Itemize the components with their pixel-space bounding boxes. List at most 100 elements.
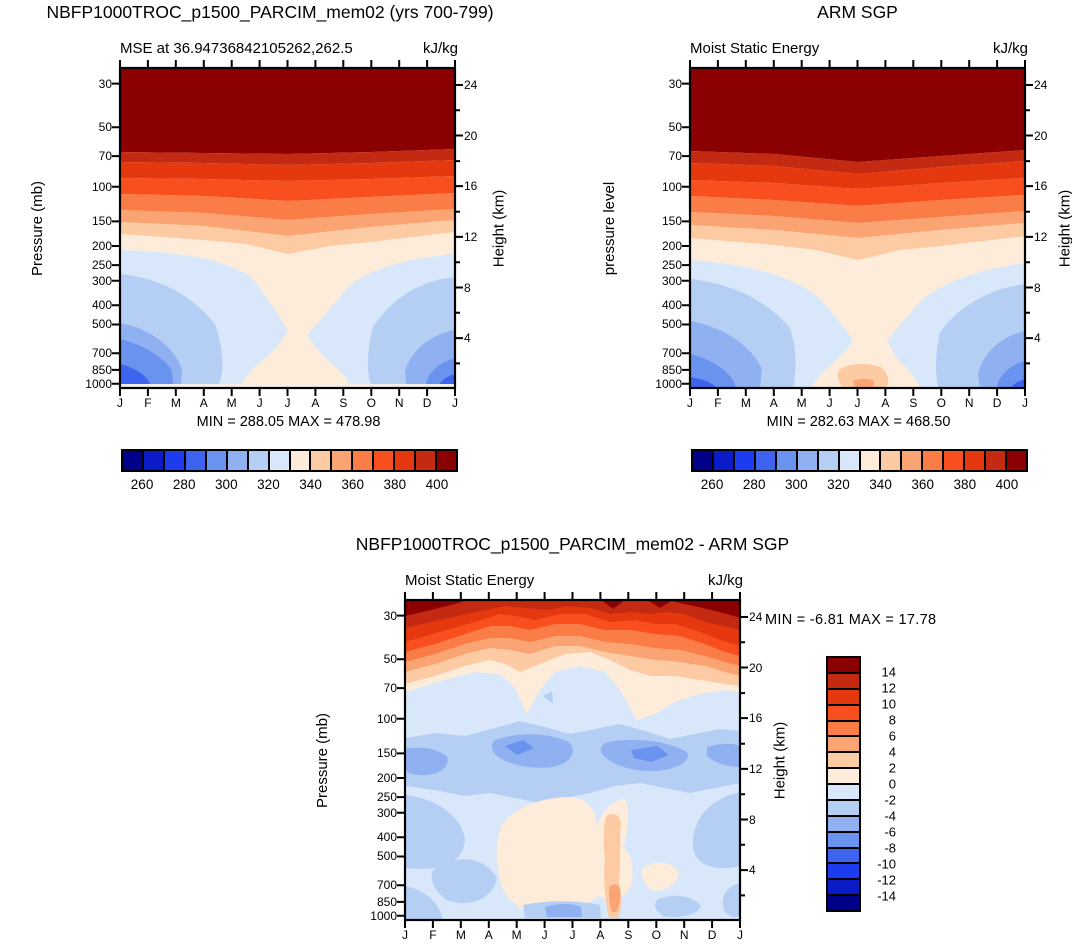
panel1-minmax: MIN = 288.05 MAX = 478.98 xyxy=(196,414,381,430)
contour-band xyxy=(690,354,736,388)
contour-band xyxy=(120,149,455,165)
contour-band xyxy=(496,797,633,918)
month-label: A xyxy=(881,396,890,410)
colorbar-cell xyxy=(902,451,924,470)
colorbar-cell xyxy=(123,451,144,470)
month-label: O xyxy=(651,928,661,942)
colorbar-cell xyxy=(944,451,966,470)
contour-band xyxy=(631,746,669,762)
colorbar-cell xyxy=(353,451,375,470)
pressure-label: 50 xyxy=(383,652,397,667)
colorbar-label: 400 xyxy=(425,477,449,492)
height-minor-ticks xyxy=(455,109,460,365)
colorbar-label: 280 xyxy=(172,477,196,492)
colorbar-cell xyxy=(828,737,859,754)
pressure-label: 50 xyxy=(668,120,682,135)
month-label: S xyxy=(909,396,918,410)
colorbar-cell xyxy=(828,658,859,674)
month-label: S xyxy=(339,396,348,410)
contour-band xyxy=(543,691,553,704)
colorbar-label: 6 xyxy=(888,728,896,744)
height-label: 16 xyxy=(464,179,478,194)
colorbar-label: 8 xyxy=(888,712,896,728)
colorbar-cell xyxy=(332,451,354,470)
pressure-label: 850 xyxy=(91,362,112,377)
colorbar-cell xyxy=(269,451,291,470)
colorbar-cell xyxy=(828,785,859,801)
month-ticks xyxy=(404,592,741,928)
colorbar-label: 340 xyxy=(299,477,322,492)
month-label: M xyxy=(170,396,181,410)
pressure-label: 400 xyxy=(376,830,397,845)
pressure-label: 1000 xyxy=(370,908,397,923)
month-label: A xyxy=(311,396,320,410)
month-label: J xyxy=(1022,396,1028,410)
colorbar-cell xyxy=(693,451,714,470)
pressure-label: 150 xyxy=(376,746,397,761)
contour-band xyxy=(690,223,1025,260)
plot-frame xyxy=(688,66,1027,390)
colorbar-label: 320 xyxy=(257,477,280,492)
height-major-ticks xyxy=(740,616,748,872)
panel3-colorbar xyxy=(826,656,861,912)
contour-band xyxy=(667,600,740,618)
month-ticks xyxy=(119,60,456,396)
panel3-pressure-labels: 30 50 70 100 150 200 250 300 400 500 700 850 1000 xyxy=(363,600,397,923)
contour-band xyxy=(405,600,740,630)
height-label: 8 xyxy=(749,812,756,827)
colorbar-cell xyxy=(828,705,859,722)
pressure-axis-title: Pressure (mb) xyxy=(314,712,332,808)
colorbar-cell xyxy=(828,880,859,897)
colorbar-cell xyxy=(416,451,438,470)
pressure-axis-title: pressure level xyxy=(601,181,619,275)
colorbar-cell xyxy=(164,451,186,470)
contour-band xyxy=(120,68,455,154)
panel2-subtitle-row: Moist Static Energy kJ/kg xyxy=(690,40,1028,57)
colorbar-cell xyxy=(986,451,1008,470)
pressure-label: 200 xyxy=(376,770,397,785)
contour-band xyxy=(505,740,534,755)
contour-band xyxy=(853,378,874,388)
contour-band xyxy=(405,600,467,616)
contour-band xyxy=(608,884,621,912)
height-label: 8 xyxy=(464,280,471,295)
colorbar-cell xyxy=(923,451,945,470)
contour-band xyxy=(405,721,740,803)
contour-band xyxy=(690,195,1025,223)
contour-band xyxy=(405,747,448,776)
height-label: 4 xyxy=(1034,331,1041,346)
panel1-title: NBFP1000TROC_p1500_PARCIM_mem02 (yrs 700… xyxy=(46,2,494,22)
colorbar-cell xyxy=(185,451,207,470)
colorbar-cell xyxy=(311,451,333,470)
colorbar-label: 4 xyxy=(888,744,896,760)
month-label: J xyxy=(256,396,263,410)
contour-band xyxy=(601,600,625,609)
colorbar-label: -10 xyxy=(877,856,896,872)
colorbar-cell xyxy=(248,451,270,470)
pressure-label: 30 xyxy=(383,608,397,623)
panel2-height-labels: 24 20 16 12 8 4 xyxy=(1034,68,1064,388)
contour-band xyxy=(120,209,455,236)
contour-band xyxy=(690,377,716,388)
month-label: A xyxy=(484,928,493,942)
height-label: 12 xyxy=(1034,229,1048,244)
pressure-label: 500 xyxy=(661,317,682,332)
height-minor-ticks xyxy=(1025,109,1030,365)
month-label: M xyxy=(226,396,237,410)
colorbar-label: 0 xyxy=(888,776,896,792)
colorbar-cell xyxy=(828,769,859,785)
panel1-subtitle-left: MSE at 36.94736842105262,262.5 xyxy=(120,40,353,57)
height-axis-title: Height (km) xyxy=(771,721,789,799)
height-label: 4 xyxy=(464,331,471,346)
colorbar-label: 300 xyxy=(785,477,808,492)
pressure-label: 400 xyxy=(661,298,682,313)
panel1-colorbar-labels: 260 280 300 320 340 360 380 400 xyxy=(121,478,458,492)
month-label: F xyxy=(144,396,152,410)
panel1-pressure-labels: 30 50 70 100 150 200 250 300 400 500 700 850 1000 xyxy=(78,68,112,390)
pressure-label: 50 xyxy=(98,120,112,135)
pressure-label: 250 xyxy=(376,790,397,805)
month-label: J xyxy=(117,396,123,410)
colorbar-label: 360 xyxy=(911,477,934,492)
